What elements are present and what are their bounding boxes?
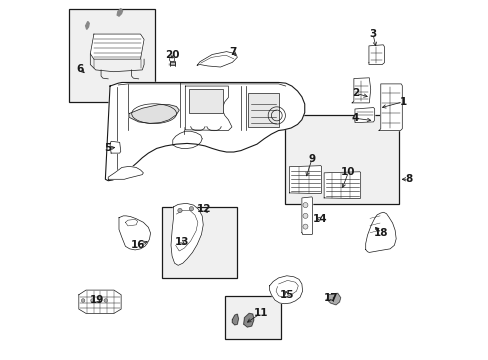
- Polygon shape: [85, 22, 89, 30]
- Text: 10: 10: [341, 167, 355, 177]
- Polygon shape: [119, 216, 150, 250]
- Text: 13: 13: [174, 237, 188, 247]
- Polygon shape: [289, 166, 321, 194]
- Polygon shape: [105, 82, 304, 181]
- Polygon shape: [244, 314, 253, 327]
- Text: 11: 11: [253, 309, 267, 318]
- Text: 2: 2: [351, 88, 359, 98]
- Polygon shape: [368, 45, 384, 64]
- Circle shape: [178, 208, 182, 213]
- Text: 18: 18: [373, 228, 388, 238]
- Bar: [284, 116, 398, 204]
- Bar: [247, 93, 278, 127]
- Text: 14: 14: [312, 214, 326, 224]
- Text: 19: 19: [89, 295, 104, 305]
- Text: 20: 20: [164, 50, 179, 60]
- Text: 3: 3: [368, 29, 376, 39]
- Text: 17: 17: [324, 293, 338, 303]
- Polygon shape: [185, 86, 231, 131]
- Text: 16: 16: [130, 240, 144, 250]
- Text: 9: 9: [308, 154, 315, 164]
- Polygon shape: [171, 203, 203, 265]
- Text: 8: 8: [404, 174, 411, 184]
- Polygon shape: [232, 314, 238, 325]
- Polygon shape: [269, 276, 302, 304]
- Bar: [162, 207, 236, 278]
- Polygon shape: [354, 108, 374, 123]
- Bar: [224, 296, 281, 338]
- Polygon shape: [108, 166, 143, 179]
- Polygon shape: [301, 197, 312, 234]
- Bar: [69, 9, 155, 102]
- Polygon shape: [197, 51, 237, 67]
- Circle shape: [81, 299, 85, 302]
- Polygon shape: [129, 105, 179, 123]
- Text: 1: 1: [399, 97, 406, 107]
- Bar: [188, 89, 223, 113]
- Circle shape: [90, 299, 94, 302]
- Circle shape: [303, 213, 307, 219]
- Polygon shape: [351, 78, 370, 103]
- Bar: [169, 61, 174, 65]
- Polygon shape: [365, 212, 395, 252]
- Polygon shape: [117, 9, 122, 16]
- Text: 7: 7: [229, 46, 236, 57]
- Polygon shape: [90, 34, 144, 59]
- Circle shape: [303, 203, 307, 208]
- Circle shape: [303, 224, 307, 229]
- Polygon shape: [378, 84, 402, 131]
- Polygon shape: [79, 290, 121, 314]
- Text: 6: 6: [77, 64, 84, 74]
- Text: 12: 12: [197, 204, 211, 215]
- Polygon shape: [324, 172, 360, 199]
- Text: 4: 4: [351, 113, 359, 123]
- Text: 5: 5: [103, 143, 111, 153]
- Circle shape: [189, 207, 193, 211]
- Circle shape: [104, 299, 107, 302]
- Polygon shape: [326, 293, 340, 305]
- Polygon shape: [110, 141, 121, 153]
- Text: 15: 15: [279, 291, 293, 301]
